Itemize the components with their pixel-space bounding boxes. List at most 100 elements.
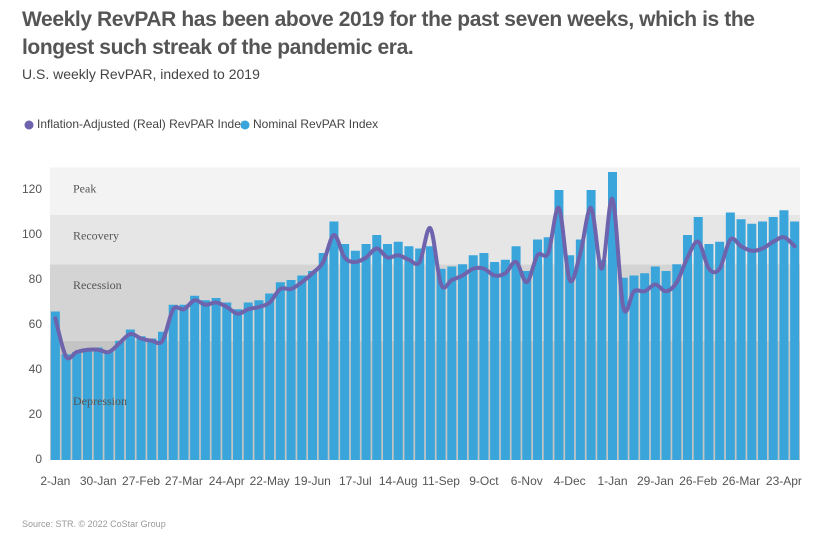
bar	[393, 241, 403, 460]
bar	[211, 298, 221, 460]
legend-swatch	[24, 120, 34, 130]
bar	[640, 273, 650, 460]
zone-label: Peak	[73, 181, 96, 195]
bar	[372, 235, 382, 460]
bar	[275, 282, 285, 460]
source-note: Source: STR. © 2022 CoStar Group	[22, 519, 166, 529]
x-tick-label: 1-Jan	[597, 474, 627, 488]
y-tick-label: 60	[29, 317, 43, 331]
zone-label: Depression	[73, 394, 127, 408]
bar	[758, 221, 767, 460]
bar	[93, 347, 103, 460]
x-tick-label: 9-Oct	[469, 474, 499, 488]
x-tick-label: 24-Apr	[209, 474, 245, 488]
bar	[318, 253, 328, 460]
legend-label: Nominal RevPAR Index	[253, 117, 378, 131]
y-tick-label: 120	[22, 182, 42, 196]
bar	[693, 217, 703, 460]
x-tick-label: 19-Jun	[294, 474, 331, 488]
bar	[404, 246, 414, 460]
bar	[415, 248, 425, 460]
bar	[265, 293, 275, 460]
bar	[629, 275, 639, 460]
bar	[683, 235, 692, 460]
bar	[72, 352, 82, 460]
bar	[200, 300, 210, 460]
bar	[425, 246, 435, 460]
bar	[436, 268, 446, 460]
bar	[768, 217, 778, 460]
bar	[736, 219, 746, 460]
y-tick-label: 20	[29, 407, 43, 421]
bar	[554, 190, 564, 460]
bar	[490, 262, 500, 460]
bar	[233, 309, 242, 460]
bar	[297, 275, 307, 460]
bar	[243, 302, 253, 460]
y-tick-label: 100	[22, 227, 42, 241]
bar	[104, 352, 114, 460]
x-tick-label: 22-May	[250, 474, 290, 488]
y-tick-label: 40	[29, 362, 43, 376]
bar	[575, 239, 585, 460]
x-tick-label: 2-Jan	[40, 474, 70, 488]
y-tick-label: 0	[35, 452, 42, 466]
line	[53, 196, 797, 361]
bar	[790, 221, 800, 460]
bar	[500, 259, 510, 460]
bar	[125, 329, 135, 460]
x-tick-label: 27-Mar	[165, 474, 203, 488]
bar	[50, 311, 60, 460]
bar	[147, 338, 157, 460]
bar	[715, 241, 725, 460]
bar	[168, 304, 178, 460]
x-tick-label: 29-Jan	[637, 474, 674, 488]
bar	[350, 250, 360, 460]
bar	[254, 300, 264, 460]
bar	[179, 304, 189, 460]
bar	[458, 264, 467, 460]
bar	[543, 237, 553, 460]
zone-label: Recession	[73, 278, 122, 292]
y-tick-label: 80	[29, 272, 43, 286]
bar	[115, 340, 125, 460]
chart-title: Weekly RevPAR has been above 2019 for th…	[22, 8, 755, 59]
bar	[511, 246, 521, 460]
bar	[383, 244, 392, 460]
bar	[61, 354, 71, 460]
bar	[661, 271, 671, 460]
bar	[565, 255, 575, 460]
bar	[747, 223, 757, 460]
bar	[522, 271, 532, 460]
bar	[136, 336, 146, 460]
x-tick-label: 27-Feb	[122, 474, 160, 488]
bar	[586, 190, 596, 460]
bar	[340, 244, 350, 460]
zone-label: Recovery	[73, 229, 119, 243]
bar	[779, 210, 789, 460]
bar	[361, 244, 371, 460]
x-tick-label: 6-Nov	[511, 474, 543, 488]
bar	[190, 295, 200, 460]
x-tick-label: 14-Aug	[379, 474, 418, 488]
bar	[650, 266, 660, 460]
bar	[308, 271, 317, 460]
bar	[222, 302, 232, 460]
x-tick-label: 30-Jan	[80, 474, 117, 488]
x-tick-label: 26-Feb	[679, 474, 717, 488]
x-tick-label: 26-Mar	[722, 474, 760, 488]
bar	[158, 331, 167, 460]
bar	[608, 172, 617, 460]
bar	[533, 239, 542, 460]
bar	[468, 255, 478, 460]
legend-swatch	[240, 120, 250, 130]
zone-band	[50, 167, 800, 215]
bar	[597, 259, 607, 460]
x-tick-label: 17-Jul	[339, 474, 372, 488]
bar	[704, 244, 714, 460]
x-tick-label: 23-Apr	[766, 474, 802, 488]
bar	[447, 266, 457, 460]
bar	[329, 221, 339, 460]
legend-label: Inflation-Adjusted (Real) RevPAR Index	[37, 117, 247, 131]
